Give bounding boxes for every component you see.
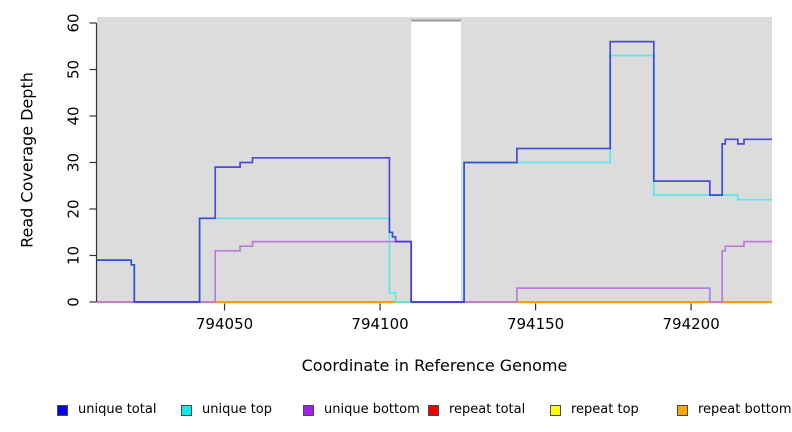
y-tick-label: 40 [65, 106, 83, 125]
y-tick-label: 60 [65, 13, 83, 32]
legend-swatch-repeat-bottom [677, 404, 688, 416]
legend-swatch-unique-bottom [303, 404, 314, 416]
legend-swatch-unique-total [57, 404, 68, 416]
series-unique-total [97, 40, 772, 303]
legend-swatch-repeat-total [428, 404, 439, 416]
legend-item-unique-top: unique top [181, 401, 272, 419]
y-tick-label: 20 [65, 199, 83, 218]
legend-swatch-repeat-top [550, 404, 561, 416]
legend-swatch-unique-top [181, 404, 192, 416]
x-axis-title: Coordinate in Reference Genome [301, 356, 568, 375]
x-tick-label: 794100 [351, 315, 408, 333]
x-tick-label: 794050 [196, 315, 253, 333]
y-tick-label: 50 [65, 60, 83, 79]
legend-item-repeat-top: repeat top [550, 401, 639, 419]
legend-label: unique top [202, 402, 273, 417]
legend-item-unique-total: unique total [57, 401, 156, 419]
x-tick-label: 794200 [662, 315, 719, 333]
y-tick-label: 10 [65, 246, 83, 265]
y-axis-title: Read Coverage Depth [17, 72, 37, 248]
legend-label: repeat bottom [698, 402, 792, 417]
y-tick-label: 30 [65, 153, 83, 172]
legend-label: unique total [78, 402, 157, 417]
series-unique-bottom [97, 240, 772, 303]
legend-label: unique bottom [324, 402, 420, 417]
mask-region [411, 21, 461, 302]
legend-label: repeat top [571, 402, 639, 417]
legend-item-repeat-total: repeat total [428, 401, 525, 419]
legend-item-repeat-bottom: repeat bottom [677, 401, 792, 419]
y-tick-label: 0 [65, 297, 83, 307]
legend-item-unique-bottom: unique bottom [303, 401, 420, 419]
x-tick-label: 794150 [507, 315, 564, 333]
legend-label: repeat total [449, 402, 526, 417]
